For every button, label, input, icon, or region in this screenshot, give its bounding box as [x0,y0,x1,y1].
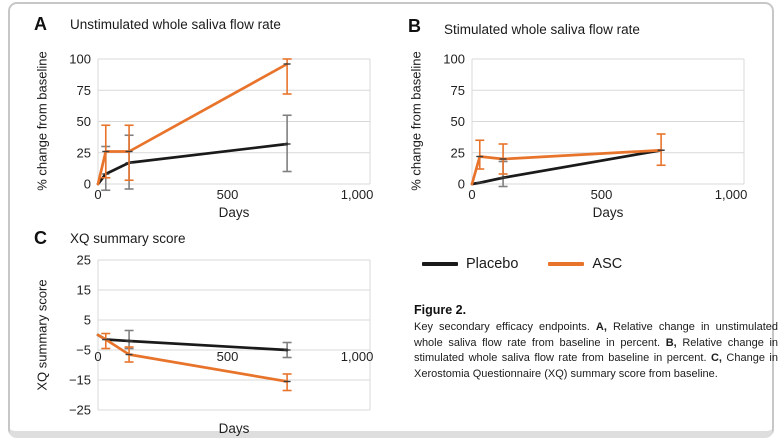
svg-text:Days: Days [219,205,250,220]
svg-text:0: 0 [458,177,465,192]
figure-caption: Figure 2. Key secondary efficacy endpoin… [414,303,778,382]
svg-text:−5: −5 [76,343,91,358]
svg-text:75: 75 [77,83,91,98]
svg-text:0: 0 [94,349,101,364]
panel-c-title: XQ summary score [70,231,186,246]
svg-text:0: 0 [468,187,475,202]
svg-text:500: 500 [217,187,239,202]
figure-card: A Unstimulated whole saliva flow rate % … [8,2,778,440]
svg-text:0: 0 [84,177,91,192]
svg-text:50: 50 [77,114,91,129]
svg-text:1,000: 1,000 [341,187,374,202]
chart-legend: Placebo ASC [422,256,622,272]
svg-text:1,000: 1,000 [341,349,374,364]
svg-text:1,000: 1,000 [715,187,748,202]
svg-text:5: 5 [84,313,91,328]
legend-item-asc: ASC [548,256,622,272]
panel-a-title: Unstimulated whole saliva flow rate [70,17,281,32]
panel-c-line-chart: 25 15 5 −5 −15 −25 0 500 1,000 Days [69,253,374,437]
panel-a: A Unstimulated whole saliva flow rate % … [26,14,394,220]
legend-item-placebo: Placebo [422,256,518,272]
svg-text:100: 100 [69,52,91,67]
legend-label-placebo: Placebo [466,256,519,272]
figure-caption-title: Figure 2. [414,303,467,317]
panel-b-line-chart: 0 25 50 75 100 0 500 1,000 Days [443,52,748,221]
svg-text:75: 75 [451,83,465,98]
svg-text:100: 100 [443,52,465,67]
svg-text:25: 25 [77,145,91,160]
legend-label-asc: ASC [592,256,623,272]
panel-a-letter: A [34,14,47,34]
svg-text:500: 500 [217,349,239,364]
svg-text:15: 15 [77,283,91,298]
panel-c-letter: C [34,228,47,248]
svg-text:25: 25 [77,253,91,268]
svg-text:Days: Days [593,205,624,220]
svg-text:500: 500 [591,187,613,202]
svg-text:−15: −15 [69,373,91,388]
svg-text:25: 25 [451,145,465,160]
svg-text:−25: −25 [69,403,91,418]
panel-b-title: Stimulated whole saliva flow rate [444,22,640,37]
asc-line-swatch [548,262,585,266]
svg-text:Days: Days [219,421,250,436]
panel-c: C XQ summary score XQ summary score 25 15… [26,226,394,440]
panel-b-letter: B [408,16,421,36]
placebo-line-swatch [422,262,458,266]
svg-text:0: 0 [94,187,101,202]
panel-b: B Stimulated whole saliva flow rate % ch… [400,14,768,220]
panel-a-line-chart: 0 25 50 75 100 0 500 1,000 Days [69,52,374,221]
figure-caption-body: Key secondary efficacy endpoints. A, Rel… [414,321,778,380]
svg-text:50: 50 [451,114,465,129]
